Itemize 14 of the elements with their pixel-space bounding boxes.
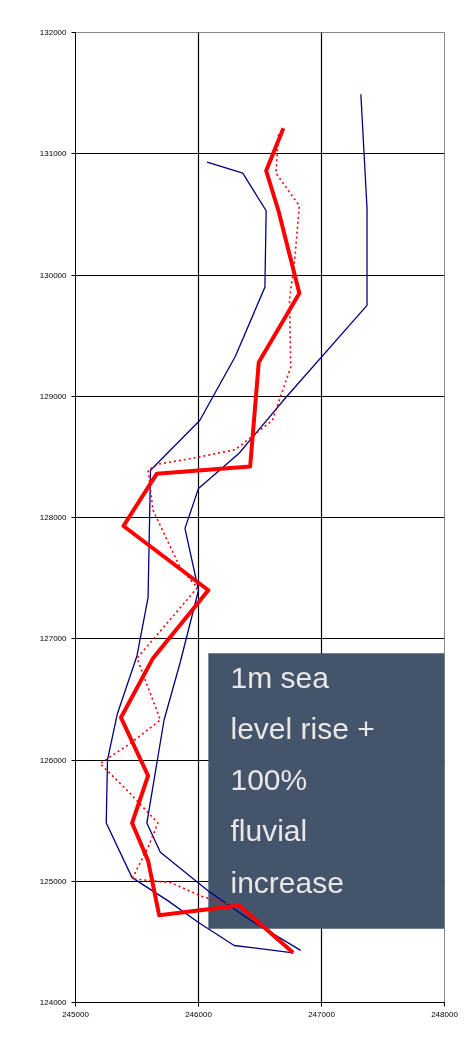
annotation: 1m sea level rise + 100% fluvial increase [230,661,375,899]
y-tick-label: 126000 [39,755,68,765]
y-tick-label: 130000 [39,270,68,280]
y-tick-label: 128000 [39,513,68,522]
x-tick-label: 247000 [308,1009,336,1019]
y-tick-label: 125000 [39,876,68,886]
y-tick-label: 129000 [39,391,68,401]
y-tick-label: 132000 [39,28,68,37]
y-tick-label: 124000 [39,998,68,1007]
x-tick-label: 245000 [62,1009,90,1019]
x-tick-label: 248000 [431,1009,459,1019]
y-tick-label: 127000 [39,634,68,644]
y-tick-label: 131000 [39,149,68,159]
x-tick-label: 246000 [185,1009,213,1019]
